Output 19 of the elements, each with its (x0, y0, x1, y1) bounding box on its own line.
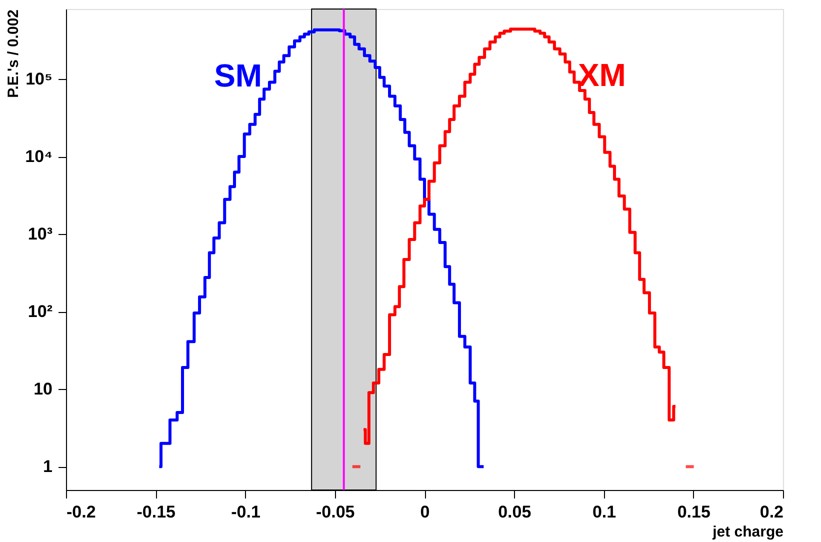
y-axis-title: P.E.'s / 0.002 (5, 10, 22, 98)
x-tick-label: -0.1 (231, 502, 260, 522)
x-tick-label: 0 (420, 502, 430, 522)
y-tick-label: 10 (34, 380, 52, 399)
x-tick-label: 0.15 (677, 502, 710, 522)
x-tick-label: -0.05 (316, 502, 355, 522)
y-tick-label: 10⁴ (25, 147, 52, 166)
x-tick-label: 0.05 (498, 502, 532, 522)
x-axis-title: jet charge (712, 524, 784, 540)
y-tick-label: 10⁵ (26, 70, 52, 89)
x-tick-label: -0.2 (66, 502, 96, 522)
series-label: XM (578, 56, 626, 93)
y-tick-label: 1 (43, 457, 52, 476)
series-label: SM (214, 58, 262, 94)
x-tick-label: 0.1 (592, 502, 616, 522)
x-tick-label: -0.15 (136, 502, 176, 522)
x-tick-label: 0.2 (760, 502, 784, 522)
y-tick-label: 10³ (28, 224, 53, 244)
y-tick-label: 10² (28, 302, 53, 322)
